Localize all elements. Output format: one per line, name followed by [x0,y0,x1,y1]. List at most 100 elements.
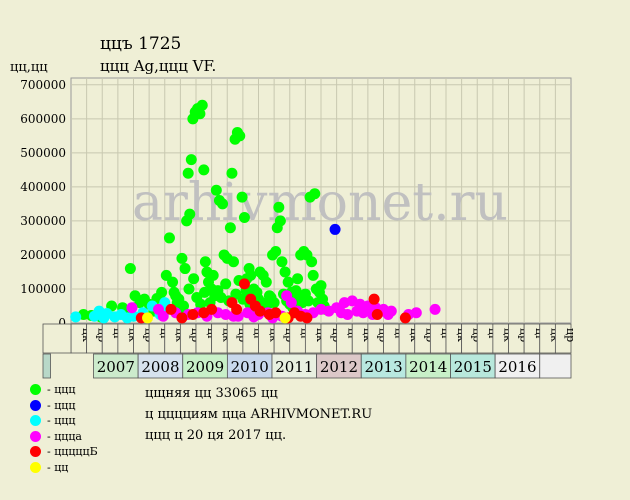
data-point [195,298,207,310]
y-tick-label: 200000 [20,248,66,262]
legend-label: - ццца [47,429,82,443]
data-point [184,208,196,220]
data-point [276,256,288,268]
data-point [210,184,222,196]
legend-marker [30,415,41,427]
data-point [285,297,297,309]
data-point [307,269,319,281]
data-point [70,311,82,323]
data-point [179,263,191,275]
legend-label: - цццццБ [47,445,98,459]
y-tick-label: 300000 [20,214,66,228]
quarter-label: цр [564,328,577,342]
year-cell [405,353,451,379]
data-point [199,286,211,298]
year-label: 2007 [97,358,135,376]
data-point [245,269,257,281]
year-cell [450,353,496,379]
year-label: 2015 [454,358,492,376]
legend-marker [30,446,41,458]
year-label: 2008 [141,358,179,376]
data-point [187,308,199,320]
data-point [183,283,195,295]
data-point [199,256,211,268]
data-point [260,276,272,288]
data-point [371,308,383,320]
y-tick-label: 700000 [20,78,66,92]
legend-label: - ццц [47,398,76,412]
data-point [309,188,321,200]
y-tick-label: 500000 [20,146,66,160]
data-point [268,297,280,309]
data-point [228,256,239,268]
data-point [142,312,154,324]
data-point [254,305,266,317]
info-line-1: цщняя цц 33065 цц [145,386,278,401]
year-spacer [42,353,51,379]
chart-subtitle: ццц Ag,ццц VF. [100,57,217,75]
data-point [282,276,294,288]
data-point [234,130,246,142]
data-point [301,312,313,324]
year-cell [271,353,318,379]
year-cell [316,353,362,379]
legend-item: - ццц [30,413,98,429]
data-point [226,167,238,179]
data-point [217,198,229,210]
data-point [279,266,291,278]
data-point [279,312,291,324]
data-point [274,215,286,227]
data-point [270,246,282,258]
data-point [206,303,218,315]
year-cell [182,353,228,379]
data-point [126,302,138,314]
legend-marker [30,384,41,396]
data-point [270,307,282,319]
data-point [198,164,210,176]
quarter-spacer [42,323,72,354]
year-trailing [539,353,572,379]
legend-item: - ццц [30,382,98,398]
y-tick-label: 600000 [20,112,66,126]
data-point [315,280,327,292]
data-point [188,273,200,285]
watermark: arhivmonet.ru [132,173,508,233]
data-point [429,303,441,315]
data-point [163,232,175,244]
year-cell [93,353,139,379]
y-tick-label: 100000 [20,282,66,296]
data-point [182,167,194,179]
data-point [156,286,168,298]
legend-marker [30,461,41,473]
data-point [238,212,250,224]
data-point [410,307,422,319]
legend-item: - цццццБ [30,444,98,460]
data-point [357,307,369,319]
data-point [176,252,188,264]
legend-item: - цц [30,460,98,476]
year-label: 2014 [409,358,447,376]
y-tick-label: 400000 [20,180,66,194]
data-point [342,308,354,320]
info-line-3: ццц ц 20 ця 2017 цц. [145,428,287,443]
y-tick-label: 0 [58,316,66,330]
data-point [178,300,189,312]
legend: - ццц - ццц - ццц - ццца - цццццБ - цц [30,382,98,475]
year-label: 2012 [320,358,358,376]
data-point [236,191,248,203]
data-point [306,256,318,268]
data-point [329,223,341,235]
legend-marker [30,399,41,411]
data-point [194,108,206,120]
year-label: 2009 [186,358,224,376]
chart-title: ццъ 1725 [100,34,182,54]
data-point [292,273,304,285]
data-point [196,99,208,111]
data-point [382,308,394,320]
year-label: 2013 [364,358,402,376]
data-point [165,303,177,315]
legend-label: - ццц [47,383,76,397]
data-point [368,293,380,305]
data-point [220,278,232,290]
quarter-cell [554,323,572,354]
